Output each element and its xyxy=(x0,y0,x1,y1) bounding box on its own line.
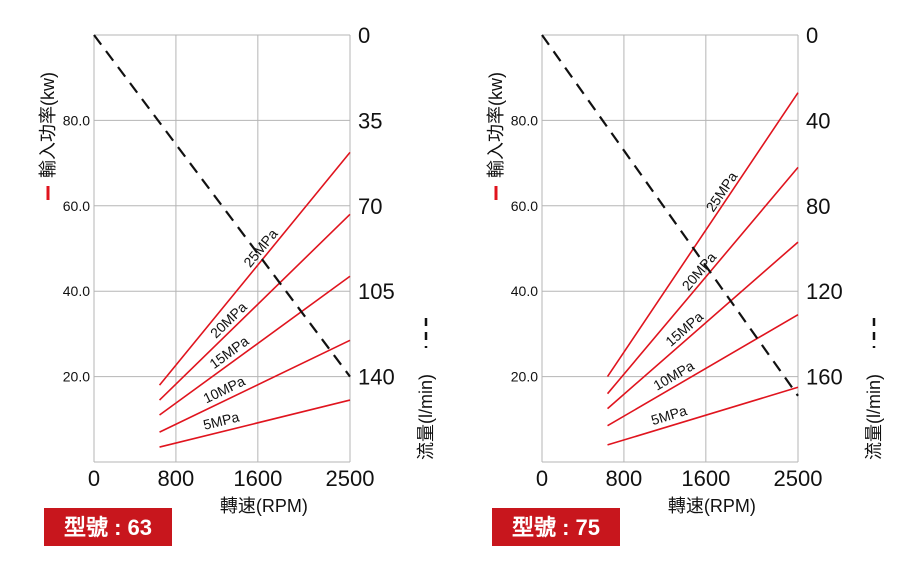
y-left-tick-label: 40.0 xyxy=(511,283,538,299)
y-left-axis-title: 輸入功率(kw) xyxy=(38,72,58,178)
y-right-tick-label: 0 xyxy=(806,23,818,48)
x-tick-label: 0 xyxy=(88,466,100,491)
flow-line xyxy=(93,34,351,378)
y-right-tick-label: 35 xyxy=(358,108,382,133)
x-tick-label: 1600 xyxy=(233,466,282,491)
power-line-10mpa xyxy=(607,313,799,427)
x-tick-label: 0 xyxy=(536,466,548,491)
y-left-tick-label: 80.0 xyxy=(511,112,538,128)
power-line-15mpa xyxy=(607,241,799,410)
x-axis-title: 轉速(RPM) xyxy=(220,496,308,516)
x-tick-label: 800 xyxy=(606,466,643,491)
y-left-tick-label: 20.0 xyxy=(511,369,538,385)
power-line-10mpa xyxy=(159,339,351,433)
power-line-label: 25MPa xyxy=(240,226,281,271)
y-right-tick-label: 105 xyxy=(358,279,395,304)
model-badge-background xyxy=(492,508,620,546)
y-right-tick-label: 80 xyxy=(806,194,830,219)
y-right-tick-label: 120 xyxy=(806,279,843,304)
y-right-tick-label: 70 xyxy=(358,194,382,219)
y-right-axis-title: 流量(l/min) xyxy=(864,374,884,460)
model-badge: 型號 : 63 xyxy=(44,508,172,546)
y-left-axis-title: 輸入功率(kw) xyxy=(486,72,506,178)
power-line-5mpa xyxy=(159,399,351,448)
flow-line xyxy=(541,34,799,397)
y-right-tick-label: 160 xyxy=(806,365,843,390)
model-badge: 型號 : 75 xyxy=(492,508,620,546)
power-line-25mpa xyxy=(606,92,799,378)
power-line-15mpa xyxy=(159,275,351,416)
y-left-tick-label: 60.0 xyxy=(63,198,90,214)
y-right-tick-label: 40 xyxy=(806,108,830,133)
y-right-tick-label: 140 xyxy=(358,365,395,390)
x-tick-label: 2500 xyxy=(326,466,375,491)
model-badge-label: 型號 : 63 xyxy=(64,515,152,540)
y-left-tick-label: 20.0 xyxy=(63,369,90,385)
x-tick-label: 2500 xyxy=(774,466,823,491)
power-line-5mpa xyxy=(607,386,799,446)
y-right-tick-label: 0 xyxy=(358,23,370,48)
power-line-20mpa xyxy=(158,213,351,401)
power-line-25mpa xyxy=(158,151,351,386)
chart-panel-0: 20.0 40.0 60.0 80.0 0 35 70 105 140 0 800 1600 2500 轉… xyxy=(38,23,436,546)
y-left-tick-label: 40.0 xyxy=(63,283,90,299)
power-line-20mpa xyxy=(606,166,799,395)
model-badge-background xyxy=(44,508,172,546)
x-tick-label: 1600 xyxy=(681,466,730,491)
model-badge-label: 型號 : 75 xyxy=(512,515,600,540)
power-line-label: 5MPa xyxy=(649,402,689,428)
y-left-tick-label: 60.0 xyxy=(511,198,538,214)
y-right-axis-title: 流量(l/min) xyxy=(416,374,436,460)
y-left-tick-label: 80.0 xyxy=(63,112,90,128)
x-axis-title: 轉速(RPM) xyxy=(668,496,756,516)
x-tick-label: 800 xyxy=(158,466,195,491)
